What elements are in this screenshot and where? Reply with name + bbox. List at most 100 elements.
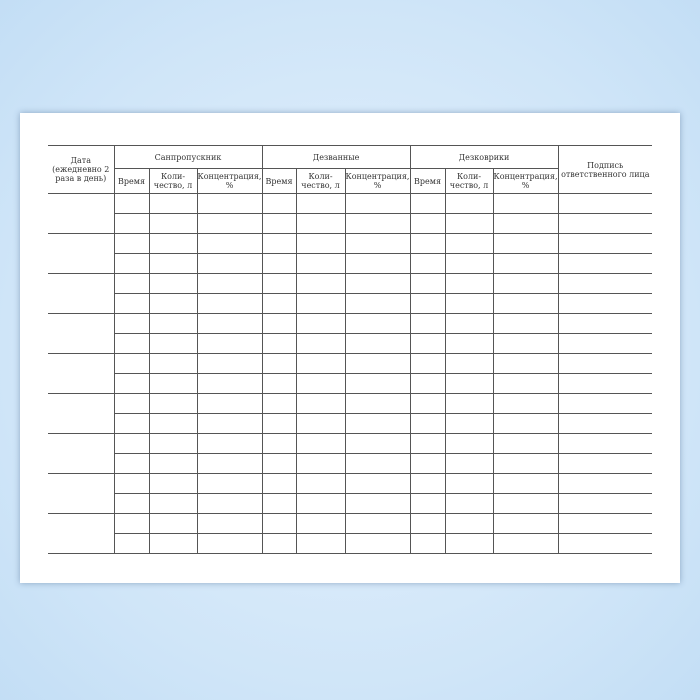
entry-cell[interactable] [409, 193, 446, 214]
entry-cell[interactable] [492, 413, 559, 434]
entry-cell[interactable] [409, 513, 446, 534]
entry-cell[interactable] [409, 373, 446, 394]
entry-cell[interactable] [444, 233, 494, 254]
entry-cell[interactable] [344, 533, 411, 554]
entry-cell[interactable] [492, 393, 559, 414]
entry-cell[interactable] [148, 233, 198, 254]
entry-cell[interactable] [261, 353, 297, 374]
entry-cell[interactable] [261, 393, 297, 414]
entry-cell[interactable] [196, 473, 263, 494]
entry-cell[interactable] [295, 453, 346, 474]
entry-cell[interactable] [148, 293, 198, 314]
entry-cell[interactable] [196, 333, 263, 354]
entry-cell[interactable] [261, 193, 297, 214]
entry-cell[interactable] [113, 373, 150, 394]
entry-cell[interactable] [295, 213, 346, 234]
signature-cell[interactable] [557, 513, 653, 534]
entry-cell[interactable] [344, 393, 411, 414]
entry-cell[interactable] [344, 493, 411, 514]
entry-cell[interactable] [344, 233, 411, 254]
entry-cell[interactable] [344, 313, 411, 334]
entry-cell[interactable] [295, 473, 346, 494]
date-cell[interactable] [48, 433, 115, 474]
entry-cell[interactable] [409, 313, 446, 334]
entry-cell[interactable] [148, 353, 198, 374]
entry-cell[interactable] [344, 473, 411, 494]
entry-cell[interactable] [444, 333, 494, 354]
entry-cell[interactable] [196, 433, 263, 454]
entry-cell[interactable] [261, 433, 297, 454]
entry-cell[interactable] [409, 493, 446, 514]
entry-cell[interactable] [444, 473, 494, 494]
signature-cell[interactable] [557, 313, 653, 334]
entry-cell[interactable] [113, 493, 150, 514]
signature-cell[interactable] [557, 453, 653, 474]
entry-cell[interactable] [196, 513, 263, 534]
entry-cell[interactable] [113, 513, 150, 534]
entry-cell[interactable] [113, 393, 150, 414]
entry-cell[interactable] [492, 293, 559, 314]
entry-cell[interactable] [492, 313, 559, 334]
entry-cell[interactable] [113, 413, 150, 434]
entry-cell[interactable] [113, 193, 150, 214]
entry-cell[interactable] [344, 453, 411, 474]
entry-cell[interactable] [148, 413, 198, 434]
entry-cell[interactable] [113, 433, 150, 454]
entry-cell[interactable] [113, 473, 150, 494]
entry-cell[interactable] [409, 533, 446, 554]
signature-cell[interactable] [557, 473, 653, 494]
entry-cell[interactable] [261, 233, 297, 254]
entry-cell[interactable] [113, 353, 150, 374]
entry-cell[interactable] [409, 413, 446, 434]
entry-cell[interactable] [261, 333, 297, 354]
entry-cell[interactable] [295, 513, 346, 534]
entry-cell[interactable] [148, 373, 198, 394]
entry-cell[interactable] [295, 193, 346, 214]
entry-cell[interactable] [444, 313, 494, 334]
entry-cell[interactable] [444, 413, 494, 434]
entry-cell[interactable] [148, 313, 198, 334]
signature-cell[interactable] [557, 353, 653, 374]
entry-cell[interactable] [295, 413, 346, 434]
entry-cell[interactable] [196, 353, 263, 374]
entry-cell[interactable] [295, 293, 346, 314]
date-cell[interactable] [48, 313, 115, 354]
signature-cell[interactable] [557, 333, 653, 354]
entry-cell[interactable] [113, 273, 150, 294]
entry-cell[interactable] [444, 193, 494, 214]
date-cell[interactable] [48, 273, 115, 314]
signature-cell[interactable] [557, 213, 653, 234]
entry-cell[interactable] [196, 213, 263, 234]
entry-cell[interactable] [295, 393, 346, 414]
entry-cell[interactable] [295, 433, 346, 454]
entry-cell[interactable] [444, 513, 494, 534]
entry-cell[interactable] [148, 333, 198, 354]
entry-cell[interactable] [261, 493, 297, 514]
entry-cell[interactable] [344, 373, 411, 394]
entry-cell[interactable] [148, 493, 198, 514]
entry-cell[interactable] [196, 453, 263, 474]
signature-cell[interactable] [557, 393, 653, 414]
entry-cell[interactable] [261, 313, 297, 334]
entry-cell[interactable] [148, 393, 198, 414]
entry-cell[interactable] [492, 473, 559, 494]
entry-cell[interactable] [444, 293, 494, 314]
entry-cell[interactable] [261, 453, 297, 474]
entry-cell[interactable] [295, 313, 346, 334]
entry-cell[interactable] [113, 233, 150, 254]
entry-cell[interactable] [409, 353, 446, 374]
entry-cell[interactable] [444, 393, 494, 414]
entry-cell[interactable] [444, 353, 494, 374]
entry-cell[interactable] [148, 453, 198, 474]
entry-cell[interactable] [196, 313, 263, 334]
entry-cell[interactable] [409, 273, 446, 294]
entry-cell[interactable] [444, 213, 494, 234]
entry-cell[interactable] [492, 433, 559, 454]
entry-cell[interactable] [444, 273, 494, 294]
entry-cell[interactable] [295, 253, 346, 274]
entry-cell[interactable] [409, 233, 446, 254]
entry-cell[interactable] [492, 333, 559, 354]
entry-cell[interactable] [261, 533, 297, 554]
entry-cell[interactable] [409, 333, 446, 354]
entry-cell[interactable] [148, 433, 198, 454]
